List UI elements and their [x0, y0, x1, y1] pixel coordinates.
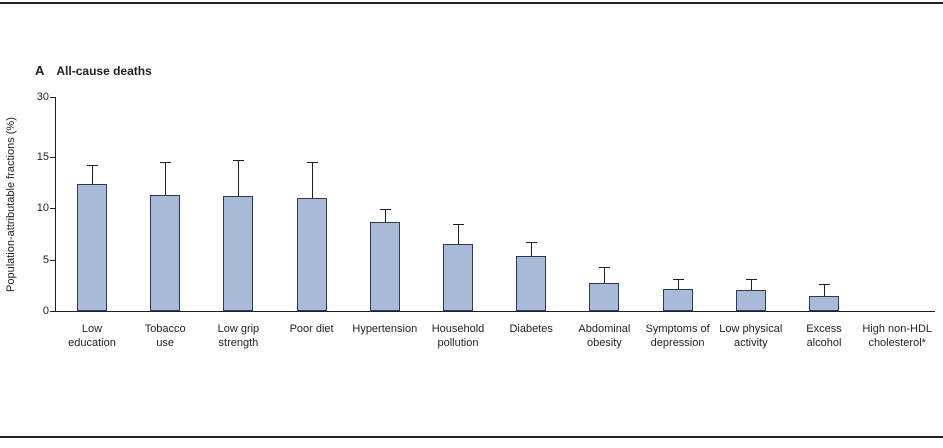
- category-label: High non-HDL cholesterol*: [852, 322, 942, 350]
- y-axis-tick: [50, 157, 55, 158]
- category-label-line: alcohol: [806, 337, 842, 349]
- category-label-line: education: [68, 337, 116, 349]
- category-label: Symptoms of depression: [633, 322, 723, 350]
- y-axis-tick: [50, 259, 55, 261]
- bar: [223, 196, 254, 311]
- category-label: Excess alcohol: [779, 322, 869, 350]
- error-bar-stem: [458, 223, 459, 245]
- category-label-line: Abdominal: [578, 323, 631, 335]
- category-label-line: cholesterol*: [868, 337, 926, 349]
- error-bar-cap: [819, 284, 830, 286]
- category-label-line: activity: [733, 337, 768, 349]
- category-label: Low grip strength: [193, 322, 283, 350]
- category-label-line: Excess: [806, 323, 842, 335]
- y-axis-tick: [50, 311, 55, 312]
- error-bar-stem: [824, 284, 825, 296]
- bottom-border-rule: [0, 436, 943, 438]
- error-bar-stem: [311, 162, 313, 199]
- y-tick-label: 5: [42, 253, 49, 266]
- category-label-line: Poor diet: [289, 323, 334, 335]
- error-bar-stem: [677, 279, 679, 290]
- error-bar-cap: [745, 279, 757, 281]
- bar: [369, 221, 400, 311]
- error-bar-stem: [384, 209, 386, 222]
- error-bar-stem: [92, 165, 93, 184]
- category-label-line: use: [156, 337, 175, 349]
- error-bar-cap: [379, 209, 391, 211]
- bar: [77, 183, 107, 311]
- category-label-line: strength: [218, 337, 259, 349]
- category-label-line: Tobacco: [144, 323, 186, 335]
- category-label-line: depression: [650, 337, 705, 349]
- error-bar-stem: [238, 160, 240, 196]
- error-bar-cap: [672, 279, 684, 281]
- y-top-tick-label: 30: [36, 91, 49, 103]
- top-border-rule: [0, 2, 943, 4]
- plot-area: 0 5 10 15 30 Low education Tobacco use Low grip st…: [37, 91, 935, 349]
- error-bar-cap: [87, 165, 98, 167]
- bar: [735, 290, 766, 311]
- error-bar-cap: [526, 242, 538, 244]
- y-tick-label: 10: [36, 202, 49, 215]
- category-label-line: Diabetes: [509, 323, 553, 335]
- error-bar-stem: [531, 242, 533, 256]
- category-label-line: Symptoms of: [645, 323, 710, 335]
- y-axis-top-tick: [50, 97, 55, 98]
- category-label: Low education: [47, 322, 137, 350]
- error-bar-cap: [599, 266, 611, 268]
- category-label: Low physical activity: [706, 322, 796, 350]
- error-bar-stem: [604, 266, 606, 284]
- error-bar-cap: [160, 162, 172, 164]
- category-label-line: obesity: [586, 337, 622, 349]
- y-tick-label: 0: [42, 305, 49, 317]
- category-label-line: Hypertension: [352, 323, 418, 335]
- category-label: Hypertension: [340, 322, 430, 336]
- category-label: Poor diet: [267, 322, 357, 336]
- category-label-line: Low: [81, 323, 103, 335]
- category-label-line: Household: [431, 323, 485, 335]
- category-label-line: High non-HDL: [862, 323, 933, 335]
- bar: [809, 295, 839, 311]
- panel-title: A All-cause deaths: [35, 63, 152, 78]
- bar: [150, 194, 181, 311]
- y-axis-line: [55, 97, 56, 312]
- y-axis-label: Population-attributable fractions (%): [5, 117, 17, 293]
- error-bar-cap: [453, 223, 464, 225]
- category-label-line: Low grip: [217, 323, 260, 335]
- error-bar-cap: [233, 160, 245, 162]
- category-label: Diabetes: [486, 322, 576, 336]
- x-axis-line: [55, 311, 935, 312]
- error-bar-cap: [306, 162, 318, 164]
- error-bar-stem: [750, 279, 752, 291]
- error-bar-stem: [165, 162, 167, 195]
- category-label: Tobacco use: [120, 322, 210, 350]
- bar: [589, 283, 620, 311]
- category-label: Abdominal obesity: [559, 322, 649, 350]
- y-tick-label: 15: [36, 151, 49, 163]
- panel-title-text: All-cause deaths: [56, 64, 152, 78]
- panel-letter: A: [35, 63, 45, 78]
- bar: [443, 244, 473, 311]
- bar: [296, 198, 327, 311]
- category-label: Household pollution: [413, 322, 503, 350]
- bar: [516, 255, 547, 311]
- category-label-line: Low physical: [719, 323, 783, 335]
- y-axis-tick: [50, 208, 55, 210]
- bar: [662, 289, 693, 311]
- category-label-line: pollution: [437, 337, 479, 349]
